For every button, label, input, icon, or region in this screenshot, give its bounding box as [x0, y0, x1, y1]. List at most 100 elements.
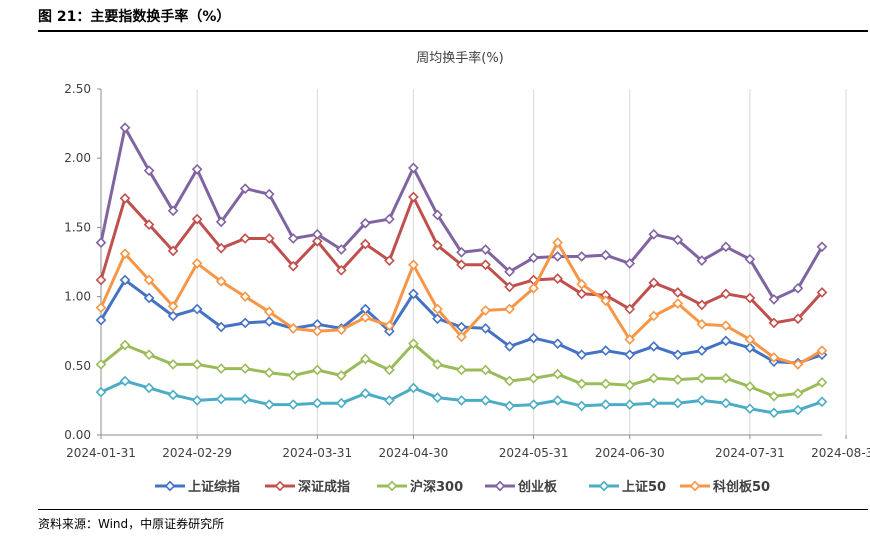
data-point	[696, 395, 708, 406]
data-point	[408, 288, 419, 300]
data-point	[336, 370, 347, 381]
data-point	[624, 258, 636, 269]
data-point	[263, 188, 275, 200]
data-point	[384, 364, 395, 376]
data-point	[360, 238, 371, 250]
data-point	[576, 288, 587, 300]
data-point	[792, 313, 804, 325]
data-point	[336, 324, 347, 336]
data-point	[672, 298, 684, 309]
data-point	[191, 258, 203, 269]
data-point	[552, 273, 563, 284]
data-point	[480, 323, 491, 334]
data-point	[119, 248, 131, 260]
data-point	[696, 372, 708, 384]
legend-marker	[598, 480, 610, 492]
data-point	[167, 310, 179, 322]
data-point	[408, 162, 419, 174]
data-point	[239, 363, 251, 374]
data-point	[311, 228, 323, 240]
chart-title: 周均换手率(%)	[416, 50, 504, 66]
data-point	[263, 367, 275, 379]
data-point	[648, 372, 660, 384]
legend-label: 科创板50	[713, 479, 770, 495]
data-point	[167, 245, 179, 257]
data-point	[504, 341, 515, 352]
data-point	[360, 217, 371, 229]
data-point	[480, 244, 491, 255]
data-point	[215, 242, 227, 254]
data-point	[672, 287, 684, 298]
series-line	[99, 278, 823, 365]
y-tick-labels: 0.00 0.50 1.00 1.50 2.00 2.50	[64, 82, 91, 442]
data-point	[600, 399, 612, 410]
data-point	[528, 372, 539, 384]
data-point	[792, 359, 804, 370]
data-point	[552, 251, 563, 262]
series-4	[95, 122, 828, 305]
series-2	[95, 191, 828, 329]
legend-marker	[689, 480, 701, 492]
data-point	[528, 399, 539, 410]
data-point	[696, 345, 708, 356]
data-point	[744, 403, 756, 415]
data-point	[720, 241, 732, 253]
data-point	[624, 303, 636, 315]
data-point	[239, 233, 251, 244]
data-point	[816, 241, 828, 253]
data-point	[672, 234, 684, 246]
series-6	[95, 237, 828, 370]
data-point	[191, 303, 203, 315]
data-point	[336, 244, 347, 255]
data-point	[456, 321, 467, 333]
legend-item: 科创板50	[680, 479, 770, 495]
data-point	[720, 288, 732, 300]
data-point	[287, 233, 299, 244]
data-point	[215, 276, 227, 287]
data-point	[384, 255, 395, 266]
x-tick-label: 2024-07-31	[715, 446, 785, 460]
y-tick-label: 2.00	[64, 151, 91, 165]
data-point	[624, 399, 636, 410]
data-point	[432, 392, 443, 403]
data-point	[95, 274, 107, 286]
data-point	[768, 317, 780, 329]
legend-marker	[164, 480, 176, 492]
data-point	[215, 321, 227, 333]
data-point	[696, 318, 708, 330]
data-point	[696, 299, 708, 311]
data-point	[504, 303, 515, 315]
x-tick-label: 2024-05-31	[499, 446, 569, 460]
data-point	[384, 325, 395, 337]
x-tick-label: 2024-02-29	[162, 446, 232, 460]
data-point	[456, 259, 467, 271]
legend-item: 上证50	[589, 480, 666, 495]
data-point	[792, 282, 804, 294]
data-point	[504, 375, 515, 387]
data-point	[744, 334, 756, 345]
data-point	[432, 359, 443, 370]
data-point	[191, 395, 203, 406]
y-tick-label: 1.50	[64, 220, 91, 234]
data-point	[191, 163, 203, 175]
data-point	[263, 306, 275, 318]
data-point	[191, 359, 203, 370]
data-point	[480, 395, 491, 406]
data-point	[432, 240, 443, 251]
data-point	[456, 331, 467, 343]
data-point	[263, 316, 275, 327]
data-point	[239, 183, 251, 194]
data-point	[143, 292, 155, 304]
bottom-rule	[38, 509, 868, 510]
data-point	[95, 302, 107, 314]
data-point	[408, 382, 419, 394]
data-point	[552, 237, 563, 248]
legend-label: 深证成指	[298, 479, 350, 495]
legend-label: 上证综指	[188, 479, 240, 495]
data-point	[167, 359, 179, 370]
series-3	[95, 338, 828, 402]
data-point	[432, 313, 443, 325]
x-tick-labels: 2024-01-31 2024-02-29 2024-03-31 2024-04-30…	[66, 446, 870, 460]
data-point	[95, 314, 107, 326]
data-point	[263, 399, 275, 410]
